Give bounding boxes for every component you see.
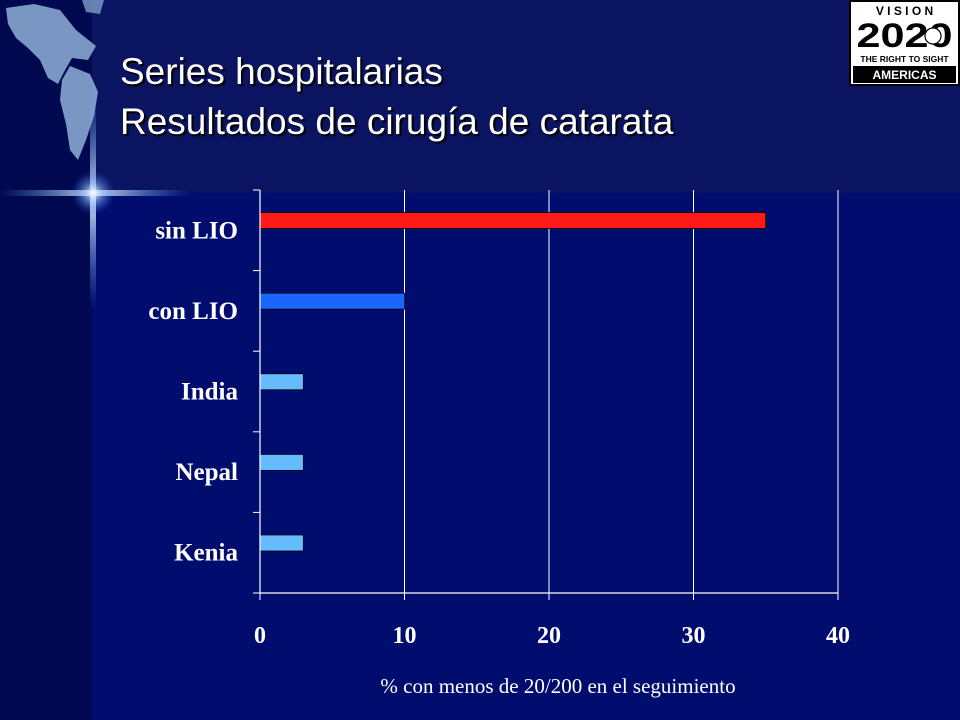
chart-bars <box>259 212 767 552</box>
x-tick-label-20: 20 <box>537 623 561 649</box>
chart-axes <box>253 189 839 600</box>
bar-con-lio <box>259 292 405 310</box>
globe-icon <box>924 27 942 45</box>
bar-india <box>259 373 304 391</box>
slide-title-line-2: Resultados de cirugía de catarata <box>120 101 674 142</box>
logo-tagline: THE RIGHT TO SIGHT <box>860 54 949 64</box>
x-tick-label-40: 40 <box>826 623 850 649</box>
logo-top-text: V I S I O N <box>876 4 933 18</box>
x-tick-label-0: 0 <box>254 623 266 649</box>
category-label-sin-lio: sin LIO <box>155 217 238 244</box>
x-tick-label-30: 30 <box>682 623 706 649</box>
vision-2020-logo: V I S I O N 2020 THE RIGHT TO SIGHT AMER… <box>849 0 960 86</box>
bar-nepal <box>259 453 304 471</box>
category-label-con-lio: con LIO <box>148 298 238 325</box>
x-tick-label-10: 10 <box>393 623 417 649</box>
chart-gridlines <box>404 190 839 593</box>
bar-sin-lio <box>259 212 767 229</box>
slide-title-line-1: Series hospitalarias <box>120 51 443 92</box>
category-label-kenia: Kenia <box>174 540 238 567</box>
category-labels: sin LIO con LIO India Nepal Kenia <box>148 217 238 566</box>
bar-kenia <box>259 534 304 552</box>
category-label-india: India <box>181 379 238 406</box>
x-tick-labels: 0 10 20 30 40 <box>254 623 850 649</box>
category-label-nepal: Nepal <box>176 459 239 486</box>
globe-map-icon <box>6 0 104 160</box>
x-axis-title: % con menos de 20/200 en el seguimiento <box>380 674 735 698</box>
logo-region: AMERICAS <box>872 68 936 82</box>
